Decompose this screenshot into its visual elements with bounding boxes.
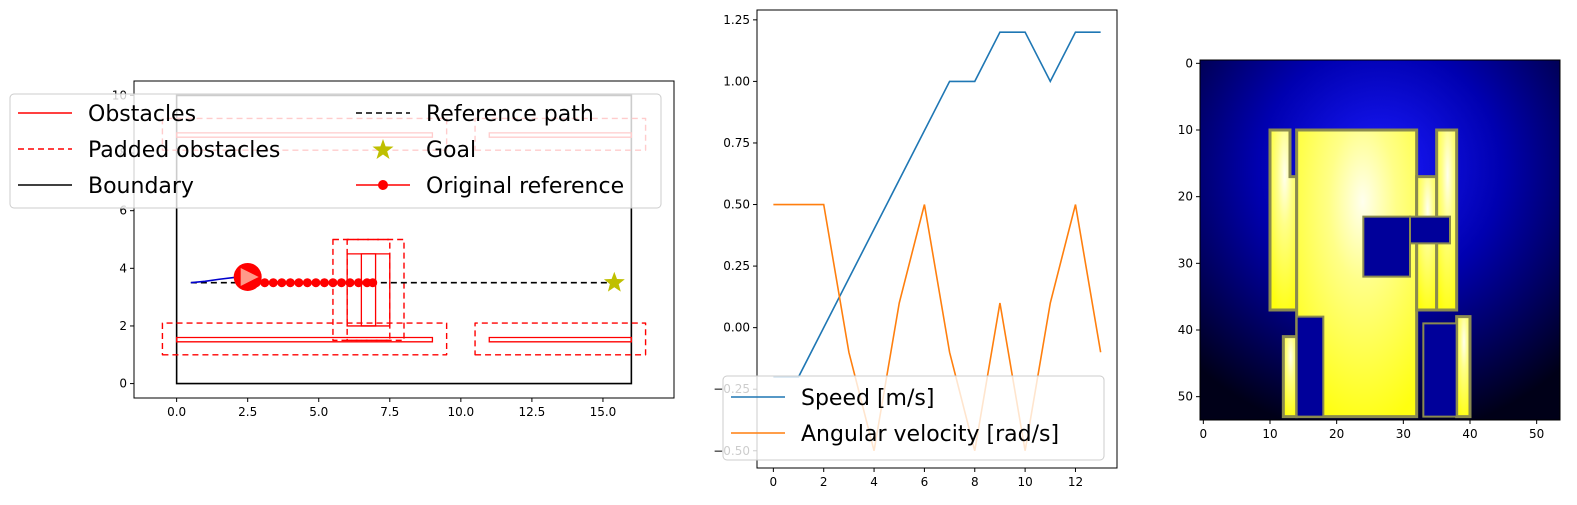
blocked-space-cell	[1409, 215, 1451, 245]
controls-y-tick-label: 0.50	[723, 198, 750, 212]
map-x-tick-label: 5.0	[309, 405, 328, 419]
blocked-space-cell	[1295, 315, 1325, 418]
legend-angular-velocity-label: Angular velocity [rad/s]	[801, 422, 1059, 447]
image-panel: 0 10 20 30 40 50 0 10 20 30 40 50	[1178, 56, 1561, 441]
image-x-tick-label: 30	[1396, 427, 1411, 441]
map-y-tick-label: 4	[119, 261, 127, 275]
map-panel: 0.02.55.07.510.012.515.00246810 Obstacle…	[9, 80, 675, 419]
map-x-tick-label: 7.5	[380, 405, 399, 419]
legend-obstacles-label: Obstacles	[88, 102, 196, 127]
image-y-tick-label: 50	[1178, 390, 1193, 404]
controls-x-tick-label: 2	[820, 475, 828, 489]
map-y-tick-label: 2	[119, 319, 127, 333]
angular-velocity-series-line	[773, 203, 1102, 451]
controls-x-tick-label: 6	[921, 475, 929, 489]
robot-heading-icon	[240, 267, 259, 286]
speed-series-line	[773, 31, 1101, 378]
controls-x-tick-label: 12	[1068, 475, 1083, 489]
map-y-tick-label: 6	[119, 204, 127, 218]
map-x-tick-label: 0.0	[167, 405, 186, 419]
blocked-space-cell	[1362, 215, 1411, 278]
image-x-tick-label: 50	[1529, 427, 1544, 441]
original-reference-point	[354, 278, 364, 288]
free-space-cell	[1281, 335, 1299, 419]
original-reference-point	[302, 278, 312, 288]
controls-y-tick-label: 1.25	[723, 13, 750, 27]
original-reference-point	[311, 278, 321, 288]
image-x-tick-label: 10	[1262, 427, 1277, 441]
map-legend-box	[9, 93, 662, 209]
image-ticks: 0 10 20 30 40 50 0 10 20 30 40 50	[1178, 56, 1545, 441]
controls-plot-area	[773, 31, 1102, 451]
image-y-tick-label: 40	[1178, 323, 1193, 337]
controls-y-tick-label: 1.00	[723, 74, 750, 88]
map-x-tick-label: 12.5	[519, 405, 546, 419]
original-reference-point	[319, 278, 329, 288]
image-x-tick-label: 20	[1329, 427, 1344, 441]
map-legend: Obstacles Padded obstacles Boundary Refe…	[9, 93, 662, 209]
blocked-space-region	[1295, 215, 1458, 418]
map-x-tick-label: 2.5	[238, 405, 257, 419]
image-x-tick-label: 40	[1462, 427, 1477, 441]
controls-y-tick-label: 0.75	[723, 136, 750, 150]
map-ticks: 0.02.55.07.510.012.515.00246810	[112, 88, 617, 419]
legend-boundary-label: Boundary	[88, 174, 194, 199]
padded-obstacle	[161, 322, 448, 356]
map-x-tick-label: 15.0	[590, 405, 617, 419]
legend-original-reference-label: Original reference	[426, 174, 624, 199]
image-axes-frame	[1199, 59, 1561, 421]
obstacle	[488, 336, 633, 343]
original-reference-point	[285, 278, 295, 288]
controls-panel: 024681012−0.50−0.250.000.250.500.751.001…	[713, 9, 1118, 489]
map-x-tick-label: 10.0	[447, 405, 474, 419]
legend-goal-label: Goal	[426, 138, 476, 163]
original-reference-point	[268, 278, 278, 288]
controls-y-tick-label: 0.00	[723, 321, 750, 335]
free-space-cell	[1455, 315, 1472, 419]
image-y-tick-label: 20	[1178, 190, 1193, 204]
original-reference-point	[294, 278, 304, 288]
controls-legend-box	[722, 375, 1105, 461]
original-reference-point	[336, 278, 346, 288]
controls-x-tick-label: 0	[770, 475, 778, 489]
controls-axes-frame	[756, 9, 1118, 469]
image-y-tick-label: 30	[1178, 256, 1193, 270]
legend-reference-path-label: Reference path	[426, 102, 594, 127]
image-plot-area	[1200, 60, 1560, 420]
map-axes-frame	[133, 80, 675, 399]
map-plot-area	[161, 94, 647, 385]
image-y-tick-label: 10	[1178, 123, 1193, 137]
legend-speed-label: Speed [m/s]	[801, 386, 934, 411]
legend-goal-star	[372, 139, 394, 159]
controls-x-tick-label: 4	[870, 475, 878, 489]
legend-original-reference-marker	[378, 180, 388, 190]
padded-obstacle	[474, 322, 647, 356]
map-y-tick-label: 0	[119, 377, 127, 391]
controls-y-tick-label: 0.25	[723, 259, 750, 273]
obstacle	[360, 253, 391, 327]
original-reference-point	[260, 278, 270, 288]
image-y-tick-label: 0	[1185, 56, 1193, 70]
controls-x-tick-label: 8	[971, 475, 979, 489]
image-x-tick-label: 0	[1200, 427, 1208, 441]
controls-legend: Speed [m/s] Angular velocity [rad/s]	[722, 375, 1105, 461]
original-reference-point	[277, 278, 287, 288]
original-reference-point	[345, 278, 355, 288]
goal-star	[603, 271, 625, 292]
obstacle	[175, 336, 434, 343]
controls-x-tick-label: 10	[1017, 475, 1032, 489]
legend-padded-obstacles-label: Padded obstacles	[88, 138, 280, 163]
original-reference-point	[328, 278, 338, 288]
blocked-space-cell	[1422, 322, 1458, 418]
original-reference-point	[368, 278, 378, 288]
